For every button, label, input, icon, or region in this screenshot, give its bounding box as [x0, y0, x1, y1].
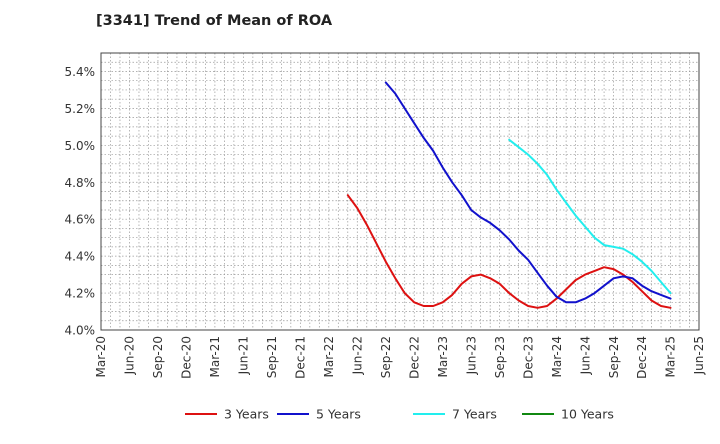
x-tick-label: Dec-21 [294, 336, 308, 379]
x-tick-label: Jun-23 [464, 336, 478, 375]
y-tick-label: 5.2% [65, 102, 96, 116]
x-tick-label: Jun-22 [350, 336, 364, 375]
x-tick-label: Jun-24 [578, 336, 592, 375]
x-tick-label: Dec-20 [180, 336, 194, 379]
x-tick-label: Mar-22 [322, 336, 336, 377]
y-tick-label: 4.4% [65, 250, 96, 264]
y-tick-label: 4.0% [65, 324, 96, 338]
x-tick-label: Sep-20 [151, 336, 165, 378]
x-tick-label: Dec-22 [407, 336, 421, 379]
chart-title: [3341] Trend of Mean of ROA [96, 13, 333, 29]
x-tick-label: Jun-20 [123, 336, 137, 375]
x-tick-label: Jun-25 [692, 336, 706, 375]
x-tick-label: Mar-20 [94, 336, 108, 377]
series-line-3-years [346, 194, 672, 309]
plot-border [100, 52, 700, 331]
legend-label: 5 Years [316, 407, 361, 422]
x-tick-label: Mar-21 [208, 336, 222, 377]
x-tick-label: Sep-21 [265, 336, 279, 378]
x-tick-label: Sep-23 [493, 336, 507, 378]
y-tick-label: 4.2% [65, 287, 96, 301]
x-tick-label: Dec-23 [521, 336, 535, 379]
y-tick-label: 5.0% [65, 139, 96, 153]
x-tick-label: Dec-24 [635, 336, 649, 379]
x-tick-label: Mar-23 [436, 336, 450, 377]
series-line-7-years [508, 138, 672, 295]
y-tick-label: 4.6% [65, 213, 96, 227]
x-tick-label: Mar-25 [664, 336, 678, 377]
series-line-5-years [384, 81, 672, 304]
x-tick-label: Mar-24 [550, 336, 564, 377]
x-tick-label: Jun-21 [237, 336, 251, 375]
legend-label: 7 Years [452, 407, 497, 422]
legend-label: 3 Years [224, 407, 269, 422]
y-tick-label: 5.4% [65, 65, 96, 79]
x-tick-label: Sep-24 [607, 336, 621, 378]
y-tick-label: 4.8% [65, 176, 96, 190]
x-tick-label: Sep-22 [379, 336, 393, 378]
legend-label: 10 Years [561, 407, 614, 422]
